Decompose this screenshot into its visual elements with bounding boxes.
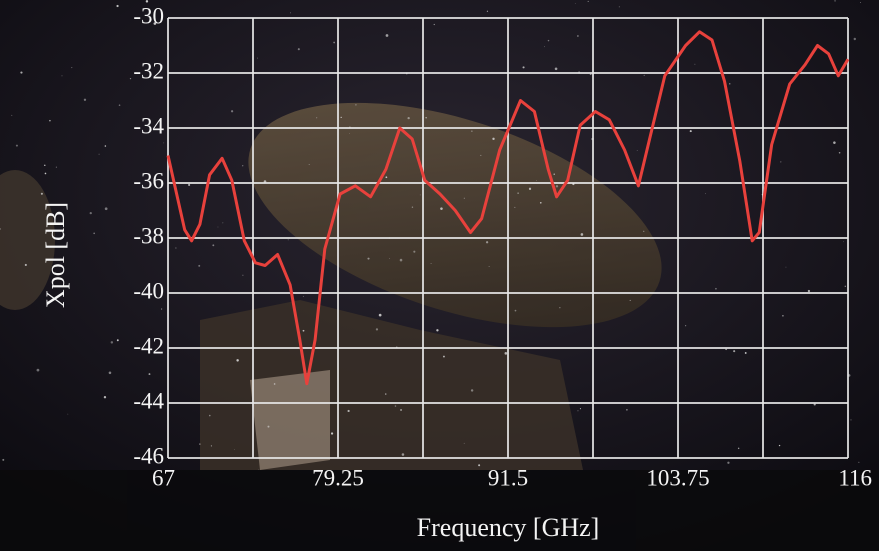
y-tick-label: -40 — [133, 278, 164, 303]
y-tick-label: -42 — [133, 333, 164, 358]
y-axis-title: Xpol [dB] — [41, 202, 70, 308]
data-line — [166, 30, 850, 386]
y-tick-label: -30 — [133, 3, 164, 28]
y-tick-label: -36 — [133, 168, 164, 193]
y-tick-label: -34 — [133, 113, 164, 138]
y-tick-label: -46 — [133, 443, 164, 468]
x-tick-label: 79.25 — [312, 465, 364, 490]
x-tick-label: 103.75 — [646, 465, 709, 490]
x-tick-label: 116 — [838, 465, 872, 490]
y-tick-label: -32 — [133, 58, 164, 83]
x-tick-label: 67 — [152, 465, 175, 490]
x-tick-label: 91.5 — [488, 465, 528, 490]
y-tick-label: -44 — [133, 388, 164, 413]
stars — [0, 0, 861, 470]
telescope-photo — [0, 102, 879, 551]
y-tick-label: -38 — [133, 223, 164, 248]
x-axis-title: Frequency [GHz] — [417, 513, 600, 542]
